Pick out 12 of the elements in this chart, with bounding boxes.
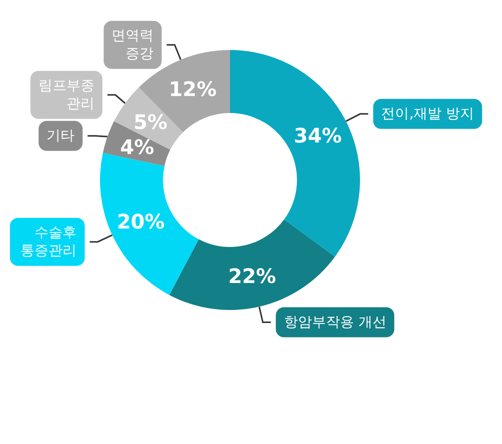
data-label: 22% <box>228 264 276 288</box>
slice-label: 기타 <box>46 128 75 144</box>
slice-label: 항암부작용 개선 <box>284 314 386 330</box>
data-label: 4% <box>120 135 154 160</box>
slice-label: 전이,재발 방지 <box>381 106 474 122</box>
data-label: 20% <box>116 210 165 234</box>
slice-label: 면역력 증강 <box>112 28 154 62</box>
data-label: 5% <box>134 110 168 134</box>
slice-label: 림프부종 관리 <box>38 78 94 112</box>
slice-label: 수술후 통증관리 <box>20 224 77 259</box>
data-label: 34% <box>294 123 342 148</box>
data-label: 12% <box>168 76 217 101</box>
